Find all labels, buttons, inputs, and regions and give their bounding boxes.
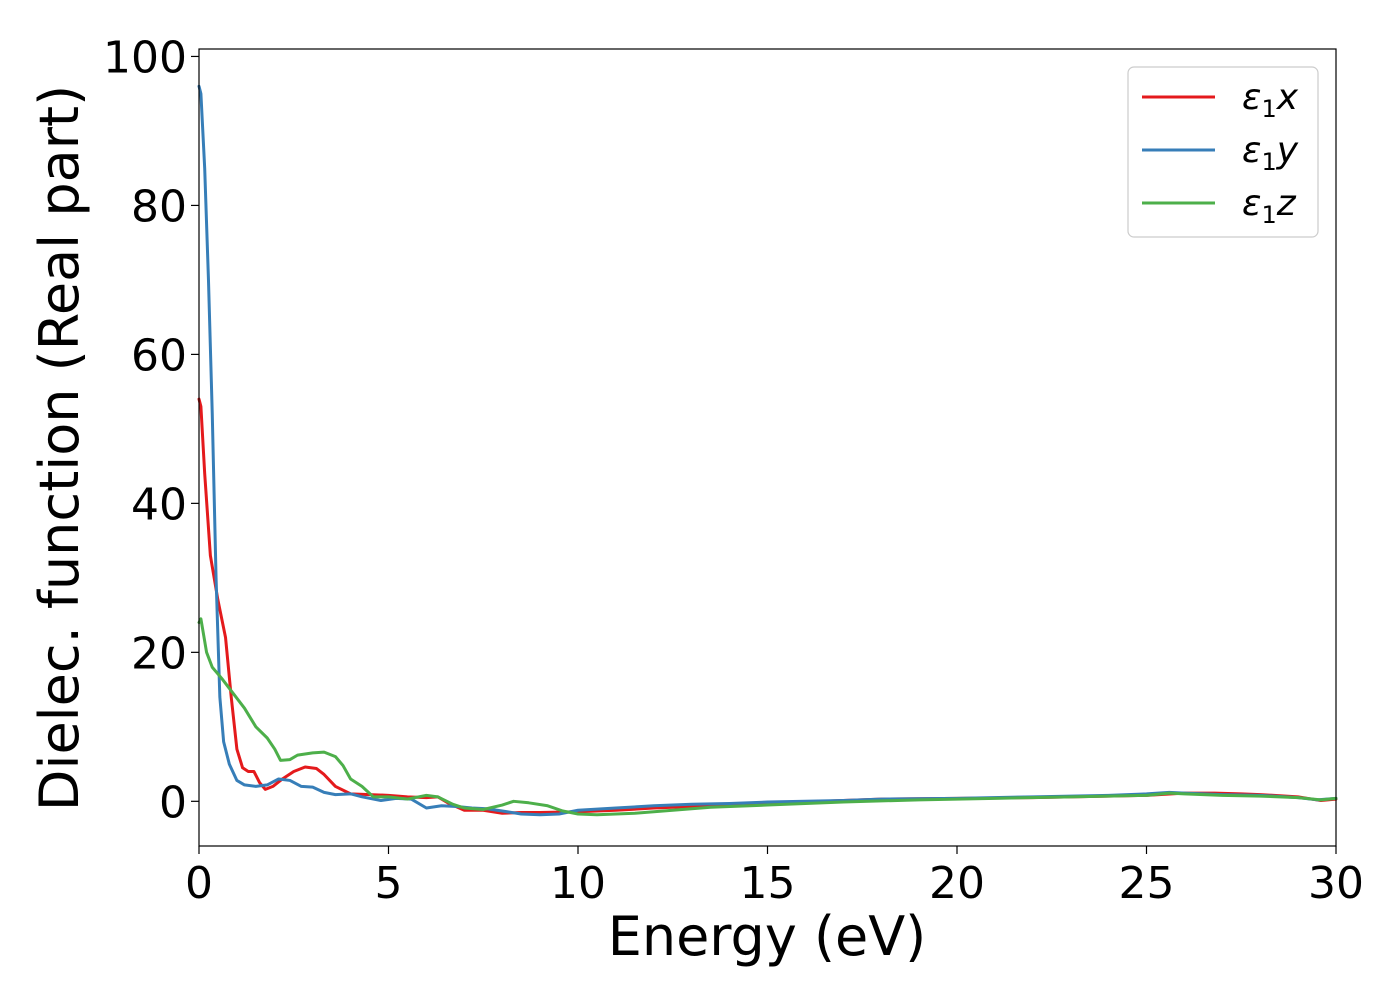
legend-box (1127, 66, 1319, 238)
x-tick-label: 10 (550, 858, 606, 909)
x-axis-ticks: 0 5 10 15 20 25 30 (185, 846, 1364, 909)
legend-label-tail: z (1276, 183, 1297, 224)
y-tick-label: 0 (159, 777, 187, 828)
x-tick-label: 25 (1119, 858, 1175, 909)
series-line-z (197, 617, 1338, 817)
y-tick-label: 20 (131, 628, 187, 679)
legend-label-subscript: 1 (1261, 95, 1276, 123)
x-tick-label: 0 (185, 858, 213, 909)
legend-label-base: ε (1242, 183, 1261, 224)
y-tick-label: 60 (131, 330, 187, 381)
y-tick-label: 40 (131, 479, 187, 530)
y-tick-label: 100 (103, 32, 187, 83)
legend-label-z: ε1z (1242, 183, 1297, 229)
x-tick-label: 30 (1308, 858, 1364, 909)
y-axis-ticks: 0 20 40 60 80 100 (103, 32, 199, 828)
legend-label-subscript: 1 (1261, 148, 1276, 176)
legend-label-base: ε (1242, 130, 1261, 171)
legend-label-base: ε (1242, 77, 1261, 118)
x-tick-label: 5 (375, 858, 403, 909)
legend-label-tail: x (1276, 77, 1299, 118)
series-layer (197, 84, 1338, 817)
y-axis-label: Dielec. function (Real part) (28, 85, 91, 811)
x-axis-label: Energy (eV) (608, 905, 927, 968)
x-tick-label: 15 (740, 858, 796, 909)
x-tick-label: 20 (929, 858, 985, 909)
legend-label-subscript: 1 (1261, 201, 1276, 229)
legend-label-y: ε1y (1242, 130, 1299, 176)
legend-label-x: ε1x (1242, 77, 1299, 123)
y-tick-label: 80 (131, 181, 187, 232)
legend-label-tail: y (1276, 130, 1299, 171)
